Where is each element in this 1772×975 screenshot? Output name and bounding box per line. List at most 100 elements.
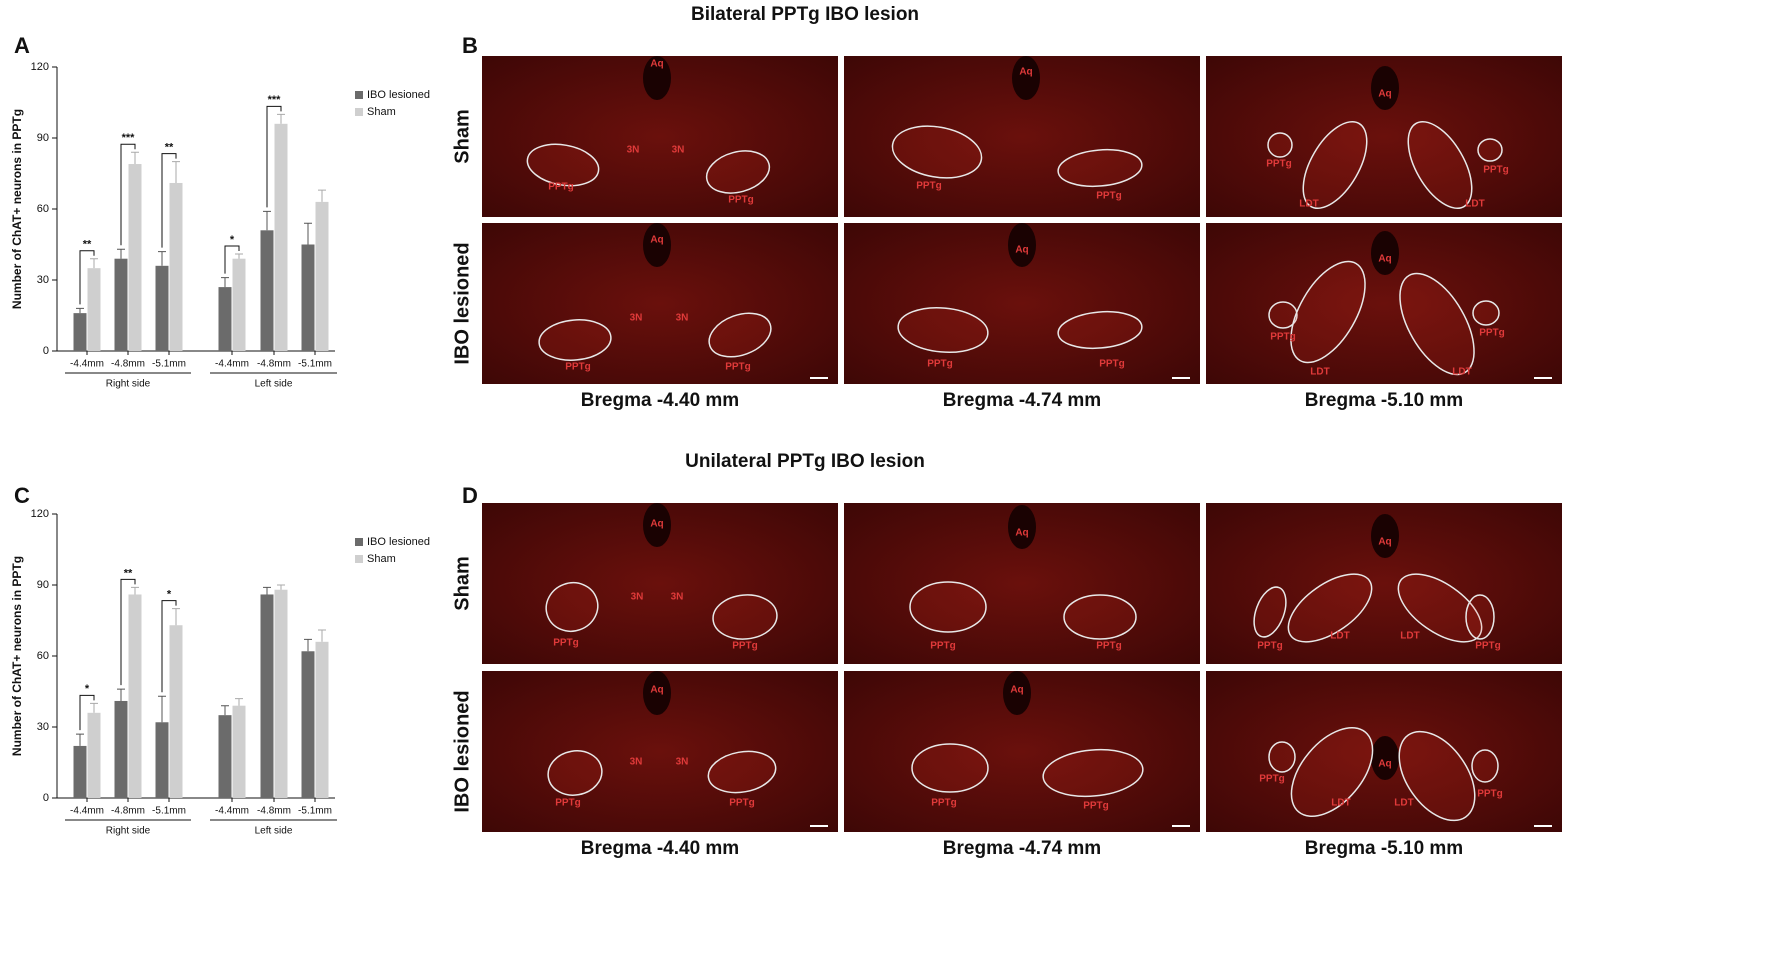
region-outline (1267, 132, 1293, 158)
significance-label: ** (165, 142, 174, 154)
region-label: PPTg (1479, 328, 1505, 339)
region-outline (1268, 301, 1298, 329)
region-outline (1042, 748, 1144, 798)
panel-letter: B (462, 33, 478, 58)
significance-bracket (266, 105, 282, 208)
aqueduct (643, 671, 671, 715)
bar (169, 625, 183, 798)
region-label: PPTg (729, 798, 755, 809)
bar (155, 722, 169, 798)
y-tick-label: 120 (31, 508, 49, 520)
micrograph: Aq 3N 3N PPTg PPTg (482, 671, 838, 832)
region-label: LDT (1452, 367, 1471, 378)
region-outline (911, 743, 989, 793)
region-label: PPTg (1257, 641, 1283, 652)
column-label: Bregma -5.10 mm (1305, 838, 1463, 859)
x-tick-label: -5.1mm (152, 359, 186, 370)
region-label: 3N (672, 145, 685, 156)
bar (260, 594, 274, 798)
error-bar (131, 586, 139, 595)
y-tick-label: 30 (37, 274, 49, 286)
region-label: LDT (1299, 199, 1318, 210)
bar (260, 230, 274, 351)
region-label: Aq (1015, 528, 1028, 539)
region-label: PPTg (930, 641, 956, 652)
significance-bracket (79, 694, 95, 731)
y-axis-label: Number of ChAT+ neurons in PPTg (10, 109, 24, 309)
micrograph: Aq 3N 3N PPTg PPTg (482, 223, 838, 384)
region-label: PPTg (553, 638, 579, 649)
y-tick-label: 60 (37, 203, 49, 215)
error-bar (90, 258, 98, 269)
bar (274, 123, 288, 351)
x-tick-label: -4.8mm (111, 359, 145, 370)
section-title: Unilateral PPTg IBO lesion (685, 451, 925, 472)
region-label: PPTg (1475, 641, 1501, 652)
aqueduct (1371, 231, 1399, 275)
x-tick-label: -4.4mm (70, 359, 104, 370)
y-tick-label: 30 (37, 721, 49, 733)
region-label: PPTg (565, 362, 591, 373)
aqueduct (1371, 66, 1399, 110)
bar (87, 268, 101, 351)
region-outline (1397, 573, 1483, 643)
region-label: 3N (630, 313, 643, 324)
region-label: Aq (1378, 254, 1391, 265)
legend-swatch (355, 555, 363, 563)
region-label: LDT (1331, 798, 1350, 809)
x-tick-label: -4.4mm (215, 806, 249, 817)
significance-bracket (224, 245, 240, 274)
legend-swatch (355, 91, 363, 99)
error-bar (90, 702, 98, 713)
row-label: Sham (451, 109, 473, 163)
error-bar (263, 210, 271, 231)
bar (218, 715, 232, 798)
group-label: Left side (255, 826, 293, 837)
bar (169, 182, 183, 351)
region-label: Aq (1010, 685, 1023, 696)
aqueduct (1008, 223, 1036, 267)
significance-bracket (79, 250, 95, 305)
region-label: PPTg (1099, 359, 1125, 370)
region-outline (708, 312, 772, 358)
bar (128, 164, 142, 351)
legend-label: IBO lesioned (367, 89, 430, 101)
x-tick-label: -5.1mm (152, 806, 186, 817)
region-outline (897, 306, 989, 354)
legend-label: IBO lesioned (367, 536, 430, 548)
region-label: PPTg (1483, 165, 1509, 176)
row-label: Sham (451, 556, 473, 610)
region-outline (1477, 138, 1503, 162)
micrograph: Aq PPTg LDT LDT PPTg (1206, 503, 1562, 664)
region-outline (1398, 730, 1476, 822)
error-bar (158, 251, 166, 266)
micrograph: Aq 3N 3N PPTg PPTg (482, 503, 838, 664)
x-tick-label: -5.1mm (298, 359, 332, 370)
region-label: Aq (650, 59, 663, 70)
bar (128, 594, 142, 798)
bar (87, 712, 101, 798)
aqueduct (1003, 671, 1031, 715)
aqueduct (1371, 736, 1399, 780)
region-outline (1399, 272, 1475, 376)
region-label: PPTg (1096, 191, 1122, 202)
error-bar (235, 253, 243, 259)
x-tick-label: -4.8mm (111, 806, 145, 817)
aqueduct (1008, 505, 1036, 549)
region-label: PPTg (732, 641, 758, 652)
region-outline (705, 150, 771, 194)
legend-label: Sham (367, 553, 396, 565)
significance-label: *** (122, 132, 136, 144)
micrograph: Aq 3N 3N PPTg PPTg (482, 56, 838, 217)
micrograph: Aq PPTg PPTg (844, 223, 1200, 384)
y-tick-label: 120 (31, 61, 49, 73)
significance-bracket (120, 143, 136, 246)
region-outline (1302, 120, 1368, 210)
error-bar (318, 629, 326, 642)
region-outline (1268, 741, 1296, 773)
region-label: PPTg (927, 359, 953, 370)
bar (155, 265, 169, 351)
error-bar (117, 248, 125, 259)
region-label: PPTg (728, 195, 754, 206)
region-outline (1057, 310, 1143, 350)
